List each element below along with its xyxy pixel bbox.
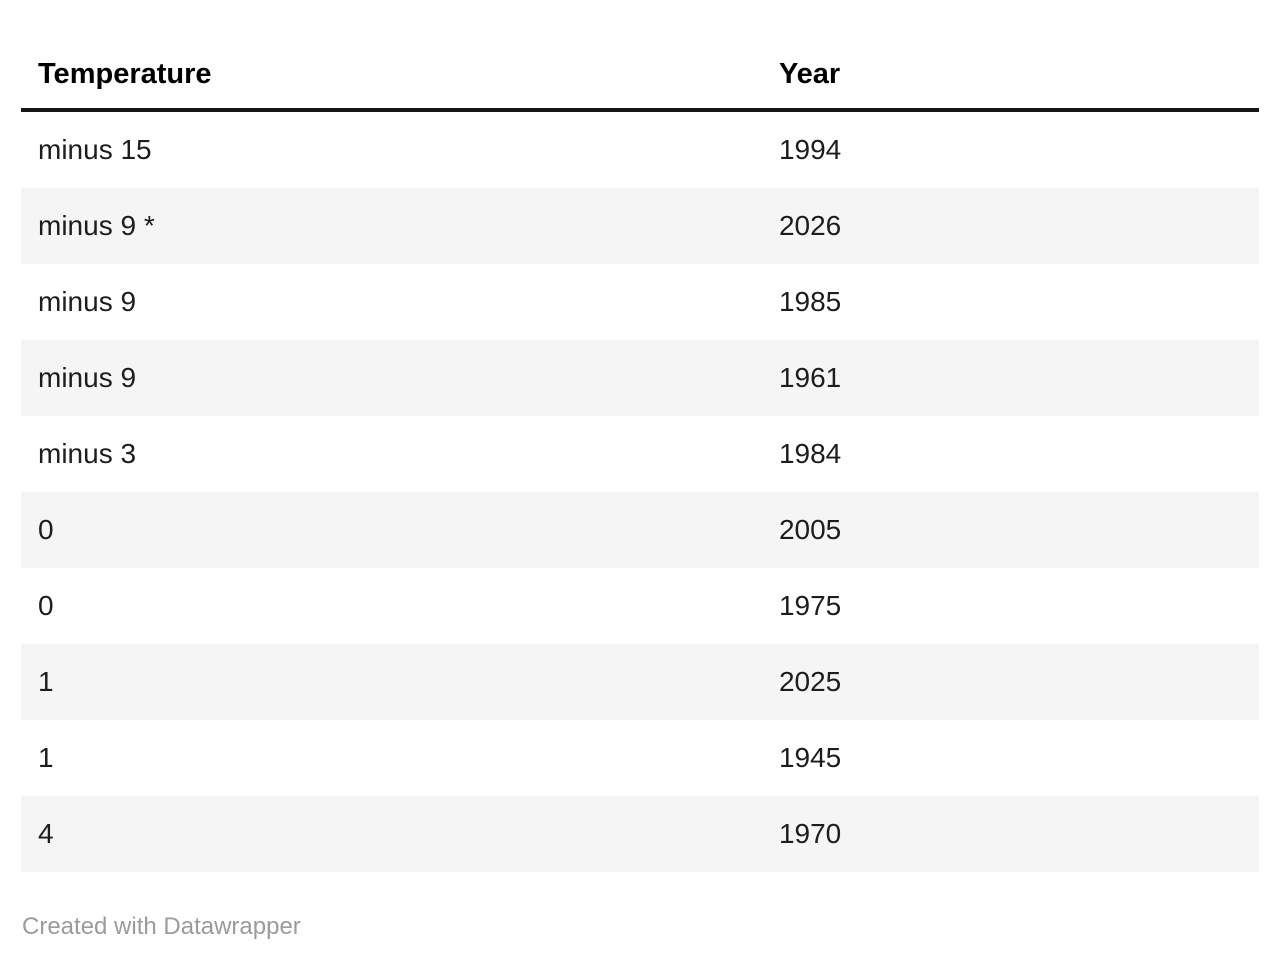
cell-year: 1961 — [778, 362, 842, 393]
cell-year: 1984 — [778, 438, 842, 469]
table-row: minus 9 1985 — [21, 264, 1259, 340]
cell-year: 2005 — [778, 514, 842, 545]
header-row: Temperature Year — [21, 40, 1259, 112]
table-row: minus 9 1961 — [21, 340, 1259, 416]
table-row: 0 2005 — [21, 492, 1259, 568]
table-header: Temperature Year — [21, 40, 1259, 112]
column-header-year: Year — [761, 40, 1259, 112]
table-row: minus 3 1984 — [21, 416, 1259, 492]
table-row: minus 15 1994 — [21, 110, 1259, 188]
cell-temperature: minus 9 * — [38, 210, 155, 241]
datawrapper-credit: Created with Datawrapper — [22, 913, 301, 940]
column-header-temperature: Temperature — [21, 40, 762, 112]
table-body: minus 15 1994 minus 9 * 2026 minus 9 1985 minu… — [21, 110, 1259, 872]
datawrapper-table-chart: Temperature Year minus 15 1994 minus 9 * 20… — [21, 40, 1259, 940]
table-row: 1 1945 — [21, 720, 1259, 796]
cell-temperature: 1 — [38, 742, 54, 773]
table-row: 1 2025 — [21, 644, 1259, 720]
cell-year: 2025 — [778, 666, 842, 697]
cell-temperature: minus 9 — [38, 362, 137, 393]
cell-year: 1970 — [778, 818, 842, 849]
cell-year: 2026 — [778, 210, 842, 241]
cell-temperature: minus 9 — [38, 286, 137, 317]
cell-year: 1994 — [778, 134, 842, 165]
cell-year: 1975 — [778, 590, 842, 621]
data-table: Temperature Year minus 15 1994 minus 9 * 20… — [21, 40, 1259, 872]
cell-temperature: 1 — [38, 666, 54, 697]
table-row: 4 1970 — [21, 796, 1259, 872]
cell-temperature: 0 — [38, 590, 54, 621]
cell-year: 1985 — [778, 286, 842, 317]
cell-temperature: 0 — [38, 514, 54, 545]
cell-temperature: 4 — [38, 818, 54, 849]
cell-temperature: minus 15 — [38, 134, 152, 165]
cell-temperature: minus 3 — [38, 438, 137, 469]
table-row: 0 1975 — [21, 568, 1259, 644]
table-row: minus 9 * 2026 — [21, 188, 1259, 264]
cell-year: 1945 — [778, 742, 842, 773]
